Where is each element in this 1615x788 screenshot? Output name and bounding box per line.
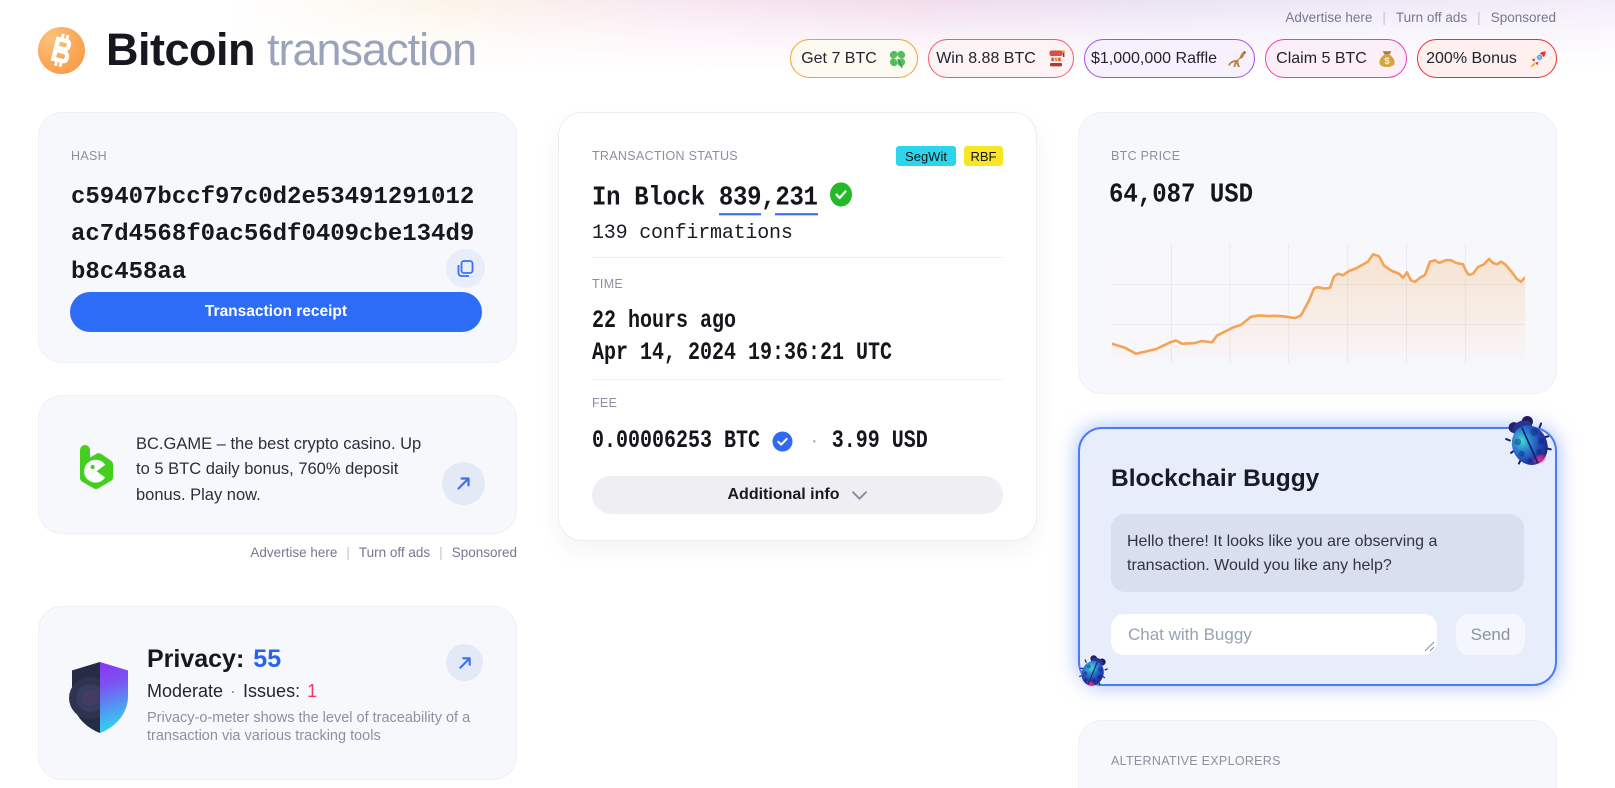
svg-text:$: $ — [1384, 56, 1389, 66]
